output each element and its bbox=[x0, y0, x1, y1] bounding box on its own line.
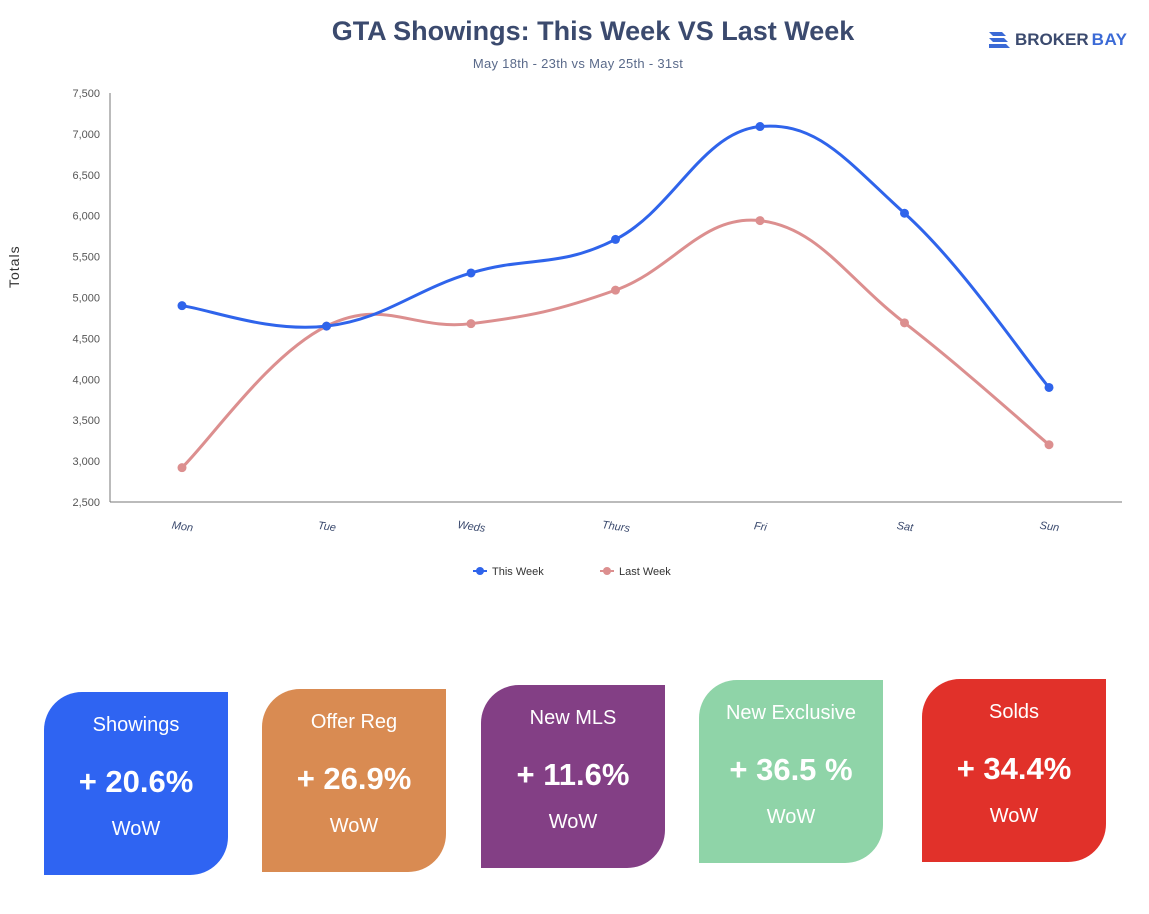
y-tick-label: 5,500 bbox=[72, 252, 100, 264]
kpi-card-period: WoW bbox=[989, 805, 1039, 827]
legend-marker bbox=[476, 567, 484, 575]
kpi-card-showings: Showings + 20.6% WoW bbox=[44, 692, 228, 875]
y-tick-label: 4,500 bbox=[72, 333, 100, 345]
kpi-card-label: Showings bbox=[92, 714, 180, 736]
data-point-last-week bbox=[900, 318, 909, 328]
kpi-card-label: New MLS bbox=[529, 707, 617, 729]
kpi-card-label: New Exclusive bbox=[725, 702, 857, 724]
data-point-this-week bbox=[755, 122, 765, 132]
y-tick-label: 3,500 bbox=[72, 415, 100, 427]
y-tick-label: 6,000 bbox=[72, 211, 100, 223]
chart-subtitle: May 18th - 23th vs May 25th - 31st bbox=[472, 56, 684, 71]
y-tick-label: 6,500 bbox=[72, 170, 100, 182]
y-tick-label: 5,000 bbox=[72, 293, 100, 305]
legend-label: This Week bbox=[492, 566, 544, 578]
series-line-this-week bbox=[181, 124, 1051, 389]
y-tick-label: 7,500 bbox=[72, 88, 100, 100]
data-point-this-week bbox=[900, 208, 909, 218]
x-tick-label: Sat bbox=[896, 520, 915, 534]
data-point-last-week bbox=[611, 285, 620, 295]
x-tick-label: Weds bbox=[457, 519, 487, 535]
kpi-card-value: + 20.6% bbox=[78, 764, 194, 799]
kpi-card-label: Solds bbox=[988, 701, 1040, 723]
line-chart: 2,500 3,000 3,500 4,000 4,500 5,000 5,500 6,000… bbox=[72, 88, 1122, 578]
series-line-last-week bbox=[180, 218, 1050, 469]
data-point-last-week bbox=[1044, 440, 1054, 450]
kpi-card-value: + 11.6% bbox=[516, 757, 630, 792]
kpi-card-label: Offer Reg bbox=[310, 711, 398, 733]
data-point-this-week bbox=[322, 321, 331, 331]
y-tick-label: 4,000 bbox=[72, 374, 100, 386]
chart-title: GTA Showings: This Week VS Last Week bbox=[331, 16, 855, 46]
kpi-card-offer-reg: Offer Reg + 26.9% WoW bbox=[262, 689, 446, 872]
kpi-card-period: WoW bbox=[329, 815, 379, 837]
x-tick-label: Tue bbox=[317, 520, 337, 534]
logo-text-broker: BROKER bbox=[1015, 30, 1089, 49]
brokerbay-logo-icon bbox=[989, 32, 1010, 48]
kpi-card-new-exclusive: New Exclusive + 36.5 % WoW bbox=[699, 680, 883, 863]
kpi-card-value: + 36.5 % bbox=[729, 752, 853, 787]
kpi-card-period: WoW bbox=[548, 811, 598, 833]
kpi-card-period: WoW bbox=[766, 806, 816, 828]
data-point-this-week bbox=[177, 301, 187, 311]
legend-label: Last Week bbox=[619, 566, 671, 578]
y-tick-label: 2,500 bbox=[72, 497, 100, 509]
legend-marker bbox=[603, 567, 611, 575]
data-point-last-week bbox=[755, 216, 765, 226]
kpi-card-value: + 34.4% bbox=[956, 751, 1072, 786]
y-tick-label: 3,000 bbox=[72, 456, 100, 468]
data-point-last-week bbox=[177, 463, 187, 473]
kpi-card-value: + 26.9% bbox=[296, 761, 412, 796]
x-tick-label: Sun bbox=[1039, 520, 1060, 535]
x-tick-label: Thurs bbox=[601, 519, 631, 535]
logo-text-bay: BAY bbox=[1091, 30, 1128, 49]
data-point-last-week bbox=[466, 319, 476, 329]
x-tick-label: Fri bbox=[753, 520, 768, 534]
kpi-card-period: WoW bbox=[111, 818, 161, 840]
brokerbay-logo: BROKER BAY bbox=[988, 28, 1128, 52]
kpi-card-solds: Solds + 34.4% WoW bbox=[922, 679, 1106, 862]
data-point-this-week bbox=[611, 234, 620, 244]
x-tick-label: Mon bbox=[171, 520, 194, 535]
kpi-card-new-mls: New MLS + 11.6% WoW bbox=[481, 685, 665, 868]
y-tick-label: 7,000 bbox=[72, 129, 100, 141]
data-point-this-week bbox=[1044, 382, 1054, 392]
data-point-this-week bbox=[466, 268, 476, 278]
